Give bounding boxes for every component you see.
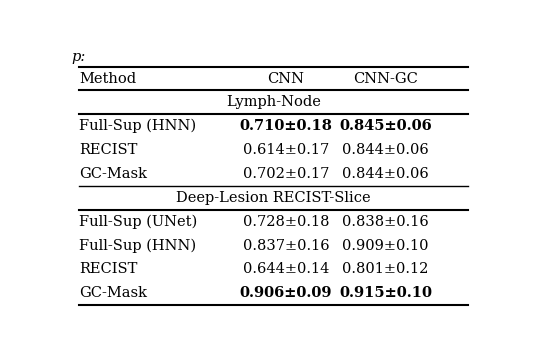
Text: 0.710±0.18: 0.710±0.18 [240,119,333,133]
Text: 0.838±0.16: 0.838±0.16 [342,215,429,229]
Text: 0.801±0.12: 0.801±0.12 [342,262,429,276]
Text: Full-Sup (HNN): Full-Sup (HNN) [79,238,197,253]
Text: CNN: CNN [268,71,304,86]
Text: 0.644±0.14: 0.644±0.14 [243,262,329,276]
Text: GC-Mask: GC-Mask [79,167,147,181]
Text: 0.702±0.17: 0.702±0.17 [243,167,329,181]
Text: GC-Mask: GC-Mask [79,286,147,300]
Text: Full-Sup (HNN): Full-Sup (HNN) [79,119,197,133]
Text: 0.614±0.17: 0.614±0.17 [243,143,329,157]
Text: 0.909±0.10: 0.909±0.10 [342,239,429,252]
Text: CNN-GC: CNN-GC [353,71,418,86]
Text: RECIST: RECIST [79,262,138,276]
Text: 0.915±0.10: 0.915±0.10 [339,286,432,300]
Text: 0.837±0.16: 0.837±0.16 [243,239,329,252]
Text: 0.844±0.06: 0.844±0.06 [342,167,429,181]
Text: 0.906±0.09: 0.906±0.09 [240,286,332,300]
Text: 0.728±0.18: 0.728±0.18 [243,215,329,229]
Text: 0.844±0.06: 0.844±0.06 [342,143,429,157]
Text: Full-Sup (UNet): Full-Sup (UNet) [79,214,198,229]
Text: Lymph-Node: Lymph-Node [226,95,321,109]
Text: p:: p: [71,50,85,64]
Text: 0.845±0.06: 0.845±0.06 [339,119,432,133]
Text: Method: Method [79,71,136,86]
Text: RECIST: RECIST [79,143,138,157]
Text: Deep-Lesion RECIST-Slice: Deep-Lesion RECIST-Slice [176,191,371,205]
